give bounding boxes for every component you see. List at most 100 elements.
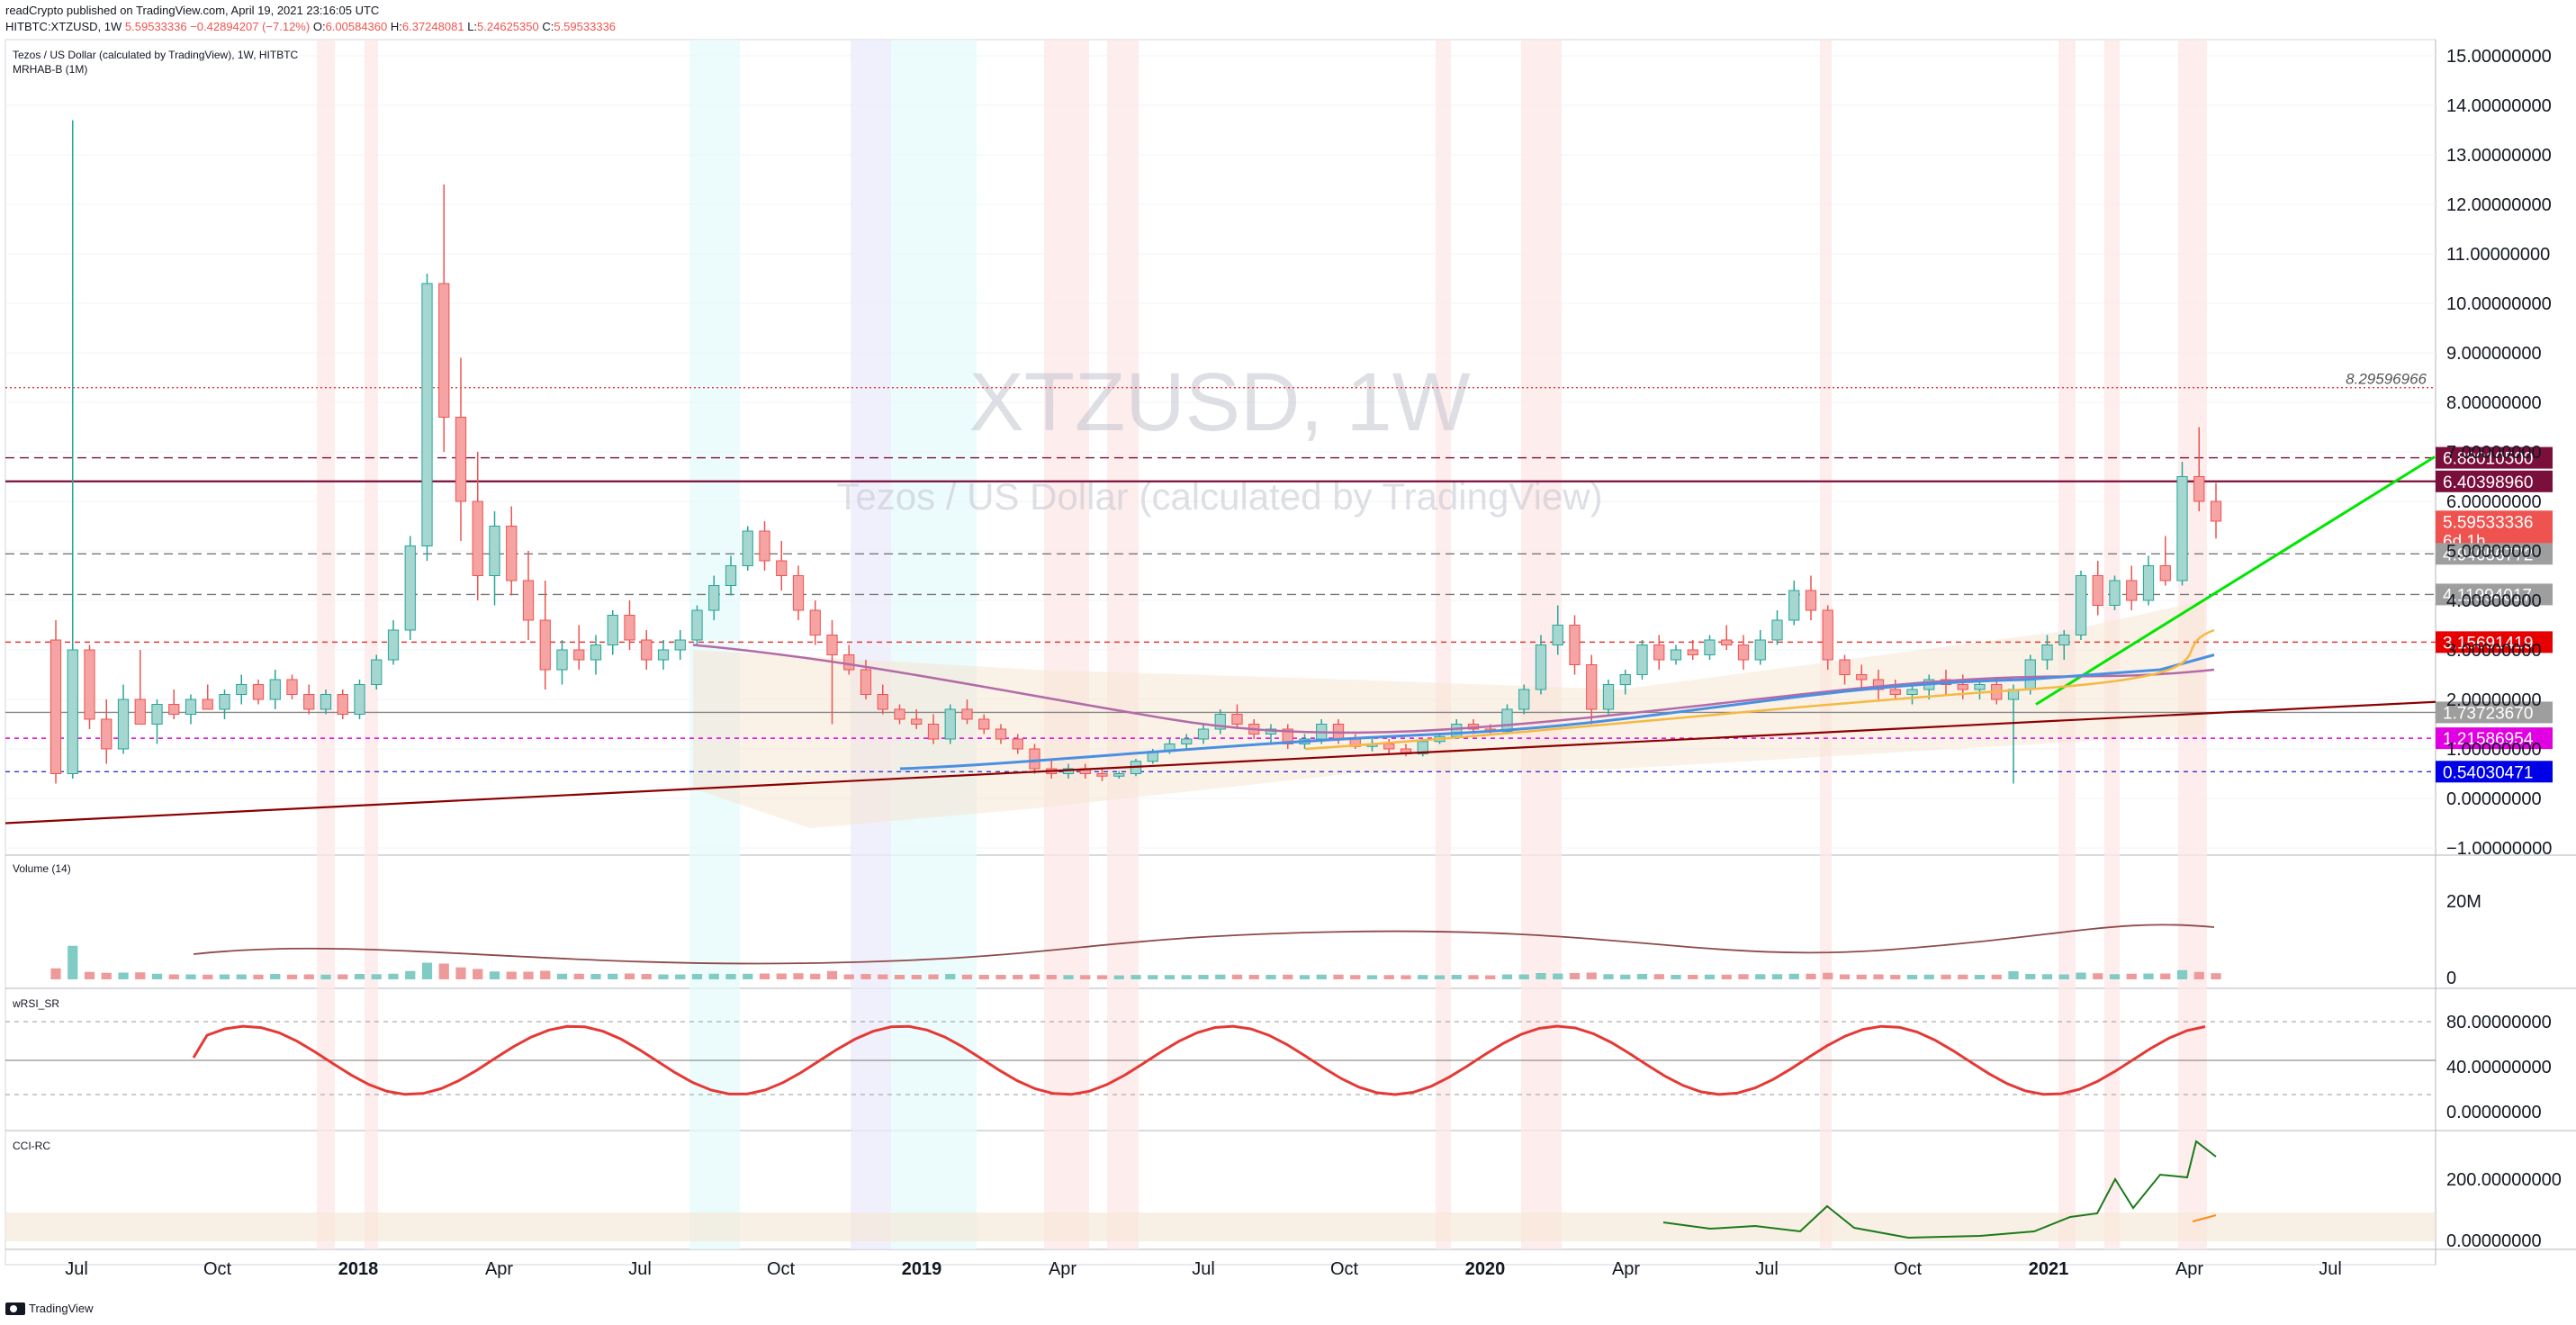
candle-body	[1721, 639, 1733, 645]
price-badge	[2436, 470, 2553, 492]
y-tick-label: 1.00000000	[2446, 740, 2542, 760]
volume-tick-label: 0	[2446, 969, 2456, 988]
y-tick-label: 9.00000000	[2446, 344, 2542, 364]
volume-bar	[270, 974, 281, 979]
volume-bar	[1215, 974, 1226, 979]
candle-body	[236, 684, 248, 695]
candle-body	[387, 629, 400, 661]
volume-bar	[1806, 973, 1816, 979]
volume-bar	[1518, 974, 1529, 979]
candle-body	[1231, 714, 1243, 725]
volume-bar	[658, 974, 669, 979]
volume-bar	[1198, 975, 1209, 979]
volume-bar	[540, 970, 551, 979]
cci-pane-title: CCI-RC	[13, 1140, 50, 1152]
open-value: 6.00584360	[325, 20, 388, 33]
candle-body	[320, 694, 332, 710]
volume-bar	[556, 973, 568, 979]
volume-bar	[168, 974, 179, 979]
volume-bar	[810, 973, 821, 979]
volume-bar	[2176, 969, 2188, 979]
volume-bar	[1383, 975, 1394, 979]
candle-body	[1501, 708, 1513, 733]
candle-body	[1906, 689, 1918, 695]
volume-bar	[371, 974, 382, 979]
volume-bar	[1350, 975, 1361, 979]
volume-bar	[928, 974, 939, 979]
volume-bar	[1569, 973, 1581, 979]
volume-bar	[624, 973, 635, 979]
volume-bar	[1485, 975, 1496, 979]
volume-bar	[1603, 974, 1614, 979]
y-tick-label: 15.00000000	[2446, 47, 2552, 67]
volume-tick-label: 20M	[2446, 892, 2481, 912]
publish-info: readCrypto published on TradingView.com,…	[5, 4, 380, 17]
x-tick-label: Jul	[628, 1259, 652, 1279]
volume-bar	[2076, 972, 2086, 979]
volume-bar	[1671, 975, 1681, 979]
volume-bar	[961, 974, 973, 979]
volume-bar	[338, 974, 348, 979]
volume-bar	[236, 974, 247, 979]
x-tick-label: Oct	[1330, 1259, 1359, 1279]
volume-bar	[1890, 975, 1901, 979]
candle-body	[759, 530, 770, 562]
volume-bar	[1636, 974, 1648, 979]
volume-bar	[1096, 975, 1108, 979]
candle-body	[657, 649, 670, 661]
volume-bar	[1620, 974, 1631, 979]
volume-bar	[84, 971, 95, 979]
highlight-band	[1436, 40, 1451, 1249]
volume-bar	[473, 969, 483, 979]
quote-value: 5.59533336 −0.42894207 (−7.12%)	[124, 20, 311, 33]
price-badge	[2436, 583, 2553, 606]
cci-tick-label: 200.00000000	[2446, 1170, 2562, 1190]
candle-body	[371, 659, 383, 685]
candle-body	[2159, 565, 2171, 581]
volume-bar	[1788, 973, 1799, 979]
volume-bar	[1468, 975, 1479, 979]
candle-body	[1822, 609, 1833, 661]
volume-bar	[608, 973, 618, 979]
footer-brand[interactable]: TradingView	[5, 1302, 94, 1315]
candle-body	[894, 708, 905, 720]
candle-body	[978, 718, 990, 730]
volume-bar	[1941, 974, 1951, 979]
rsi-tick-label: 0.00000000	[2446, 1103, 2542, 1122]
green-trendline	[2035, 455, 2436, 706]
highlight-band	[1107, 40, 1139, 1249]
volume-bar	[843, 974, 854, 979]
y-tick-label: 10.00000000	[2446, 294, 2552, 314]
candle-body	[185, 699, 197, 715]
volume-bar	[1130, 975, 1141, 979]
volume-bar	[675, 974, 686, 979]
volume-bar	[1738, 974, 1749, 979]
candle-body	[641, 639, 653, 661]
volume-pane-title: Volume (14)	[13, 862, 71, 875]
candle-body	[725, 565, 737, 586]
volume-bar	[2093, 973, 2103, 979]
volume-bar	[1418, 975, 1428, 979]
volume-bar	[405, 970, 416, 979]
volume-bar	[641, 974, 652, 979]
candle-body	[303, 694, 315, 710]
volume-bar	[421, 962, 433, 979]
candle-body	[2092, 575, 2103, 606]
x-tick-label: 2020	[1465, 1259, 1506, 1279]
volume-bar	[590, 974, 601, 979]
volume-bar	[2143, 973, 2154, 979]
candle-body	[472, 500, 483, 576]
candle-body	[1856, 674, 1868, 681]
volume-bar	[101, 972, 112, 979]
candle-body	[489, 526, 500, 576]
volume-bar	[2211, 973, 2221, 979]
volume-bar	[1688, 975, 1698, 979]
candle-body	[286, 679, 298, 695]
candle-body	[151, 704, 163, 725]
price-badge-label: 6.88010500	[2443, 450, 2533, 469]
high-value: 6.37248081	[401, 20, 464, 33]
volume-bar	[1333, 974, 1344, 979]
candle-body	[1181, 738, 1193, 744]
candle-body	[708, 585, 720, 611]
